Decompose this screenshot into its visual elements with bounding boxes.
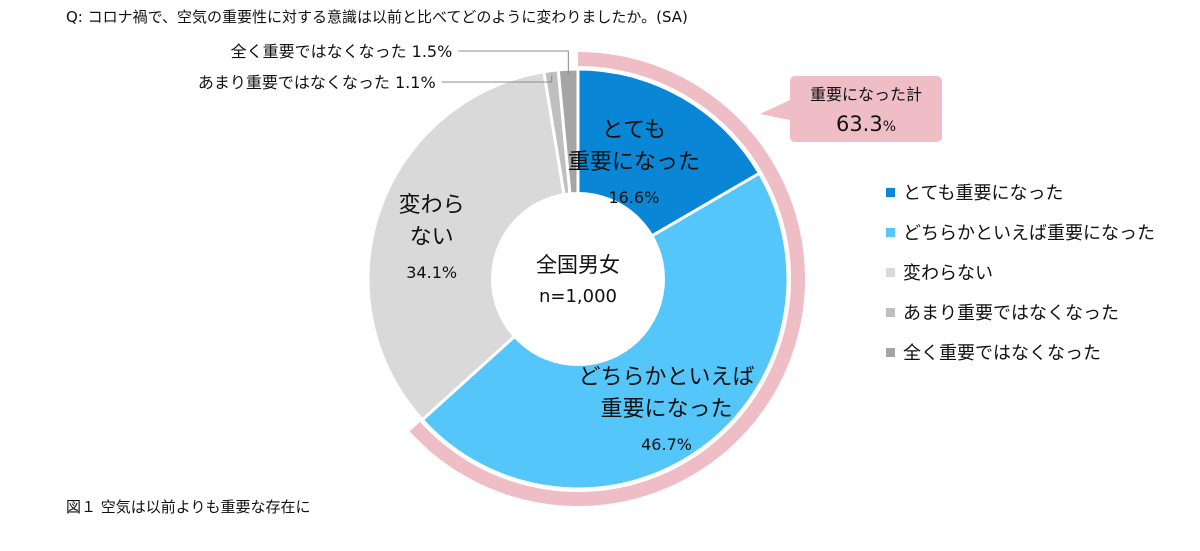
legend-label: どちらかといえば重要になった [903,223,1155,244]
slice-value-label: 16.6% [608,188,659,207]
leader-line [441,75,553,83]
legend-swatch [886,227,895,237]
legend-item: あまり重要ではなくなった [886,292,1155,332]
legend-label: 全く重要ではなくなった [903,343,1101,364]
legend-item: 変わらない [886,252,1155,292]
legend-swatch [886,347,895,357]
callout-bubble [760,76,942,142]
slice-value-label: 46.7% [641,435,692,454]
slice-label: 重要になった [601,397,733,422]
slice-label: 変わら [399,193,465,218]
callout-label: 重要になった計 [810,85,922,104]
legend-label: 変わらない [903,263,993,284]
slice-label: 重要になった [568,150,700,175]
total-callout: 重要になった計 63.3% [760,76,942,142]
legend-swatch [886,267,895,277]
leader-label: あまり重要ではなくなった 1.1% [198,73,436,92]
slice-unchanged [366,70,580,422]
callout-unit: % [883,119,896,135]
center-label: 全国男女 [536,253,620,277]
leader-label: 全く重要ではなくなった 1.5% [231,42,453,61]
highlight-ring-arc [409,52,805,506]
slice-labels: とても重要になった16.6%どちらかといえば重要になった46.7%変わらない34… [198,42,755,454]
legend-item: 全く重要ではなくなった [886,332,1155,372]
legend-item: とても重要になった [886,172,1155,212]
donut-hole [491,192,665,366]
slice-label: とても [602,118,666,143]
legend-label: あまり重要ではなくなった [903,303,1119,324]
highlight-ring [409,52,805,506]
legend-swatch [886,187,895,197]
legend-item: どちらかといえば重要になった [886,212,1155,252]
legend-swatch [886,307,895,317]
legend-label: とても重要になった [903,183,1064,204]
slice-value-label: 34.1% [406,263,457,282]
sample-size-label: n=1,000 [539,286,617,307]
slice-label: ない [410,225,454,250]
leader-line [458,50,569,75]
slice-label: どちらかといえば [579,365,755,390]
question-text: Q: コロナ禍で、空気の重要性に対する意識は以前と比べてどのように変わりましたか… [66,8,688,26]
figure-caption: 図１ 空気は以前よりも重要な存在に [66,498,311,516]
legend: とても重要になった どちらかといえば重要になった 変わらない あまり重要ではなく… [886,172,1155,372]
callout-value: 63.3 [836,112,883,136]
callout-value-text: 63.3% [836,112,896,136]
